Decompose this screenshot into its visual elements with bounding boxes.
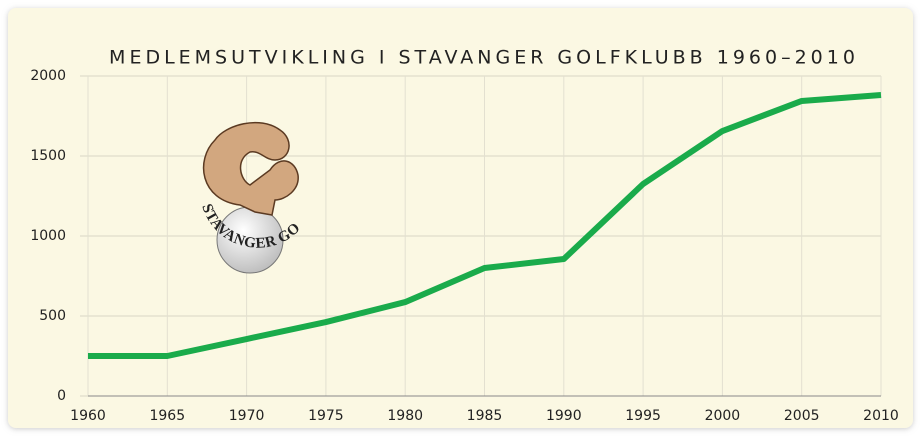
x-tick-label: 2005 (784, 408, 820, 424)
x-tick-label: 2010 (863, 408, 899, 424)
x-tick-label: 1960 (70, 408, 106, 424)
x-tick-label: 1970 (229, 408, 265, 424)
x-tick-label: 1990 (546, 408, 582, 424)
chart: MEDLEMSUTVIKLING I STAVANGER GOLFKLUBB 1… (0, 0, 921, 436)
x-tick-label: 1995 (625, 408, 661, 424)
x-tick-label: 2000 (705, 408, 741, 424)
y-tick-label: 500 (39, 308, 66, 324)
x-tick-label: 1980 (387, 408, 423, 424)
y-tick-label: 0 (57, 388, 66, 404)
x-tick-label: 1985 (467, 408, 503, 424)
y-tick-label: 1500 (30, 148, 66, 164)
chart-title: MEDLEMSUTVIKLING I STAVANGER GOLFKLUBB 1… (109, 47, 859, 69)
x-tick-label: 1975 (308, 408, 344, 424)
x-tick-label: 1965 (149, 408, 185, 424)
panel (8, 8, 913, 428)
y-tick-label: 2000 (30, 68, 66, 84)
y-tick-label: 1000 (30, 228, 66, 244)
